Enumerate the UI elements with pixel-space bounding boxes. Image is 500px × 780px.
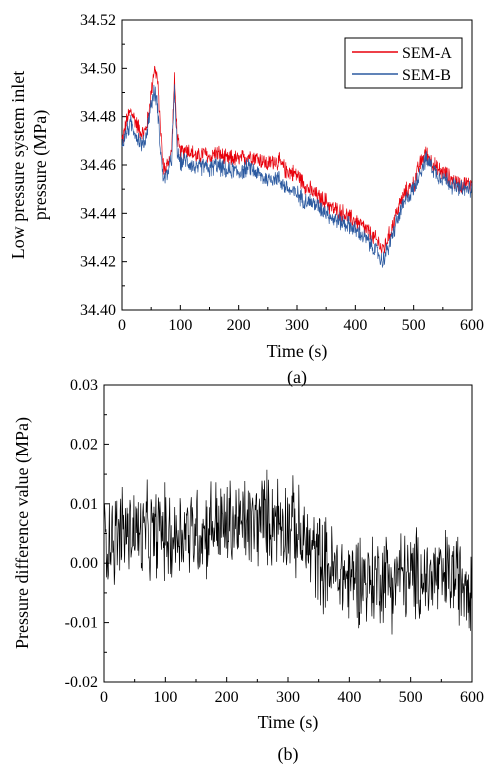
- chart-a: 34.40 34.42 34.44 34.46 34.48 34.50 34.52 0 100…: [8, 12, 484, 388]
- chart-a-x-tick-label: 500: [402, 317, 426, 334]
- chart-a-y-tick-label: 34.48: [80, 109, 116, 126]
- chart-a-x-tick-label: 300: [285, 317, 309, 334]
- chart-a-y-tick-label: 34.52: [80, 12, 116, 29]
- legend-label-sem-a: SEM-A: [402, 45, 452, 62]
- chart-b-y-tick-label: 0.02: [70, 436, 98, 453]
- chart-a-y-tick-label: 34.42: [80, 254, 116, 271]
- series-line-sem-a: [121, 65, 473, 254]
- chart-b-x-tick-label: 500: [399, 689, 423, 706]
- chart-a-y-axis-title-line2: pressure (MPa): [30, 110, 51, 220]
- chart-b-x-tick-label: 400: [337, 689, 361, 706]
- chart-b-x-tick-label: 0: [100, 689, 108, 706]
- chart-b-y-tick-label: -0.01: [65, 615, 98, 632]
- chart-b-x-tick-label: 100: [153, 689, 177, 706]
- chart-a-x-axis-title: Time (s): [267, 341, 328, 362]
- legend-label-sem-b: SEM-B: [402, 67, 451, 84]
- chart-b-x-tick-label: 200: [215, 689, 239, 706]
- chart-a-caption: (a): [287, 367, 307, 388]
- chart-a-y-tick-label: 34.44: [80, 205, 116, 222]
- chart-b-x-tick-label: 300: [276, 689, 300, 706]
- chart-a-legend: SEM-A SEM-B: [344, 37, 463, 89]
- chart-b-x-tick-label: 600: [460, 689, 484, 706]
- chart-a-y-ticks: 34.40 34.42 34.44 34.46 34.48 34.50 34.52: [80, 12, 127, 319]
- chart-a-x-tick-label: 100: [168, 317, 192, 334]
- chart-b-y-ticks: -0.02 -0.01 0.00 0.01 0.02 0.03: [65, 377, 109, 691]
- chart-b-y-tick-label: 0.03: [70, 377, 98, 394]
- chart-a-x-tick-label: 600: [460, 317, 484, 334]
- chart-a-series-group: [121, 65, 473, 268]
- chart-b-y-tick-label: 0.00: [70, 555, 98, 572]
- chart-b-x-axis-title: Time (s): [258, 712, 319, 733]
- chart-a-x-tick-label: 400: [343, 317, 367, 334]
- chart-b-y-tick-label: 0.01: [70, 496, 98, 513]
- chart-b-y-axis-title: Pressure difference value (MPa): [12, 417, 33, 649]
- chart-b-caption: (b): [278, 744, 299, 765]
- chart-b-y-tick-label: -0.02: [65, 674, 98, 691]
- chart-b-x-ticks: 0 100 200 300 400 500 600: [100, 677, 484, 706]
- chart-a-x-tick-label: 0: [118, 317, 126, 334]
- chart-a-x-tick-label: 200: [227, 317, 251, 334]
- chart-a-y-tick-label: 34.46: [80, 157, 116, 174]
- chart-a-y-tick-label: 34.50: [80, 60, 116, 77]
- series-line-sem-b: [121, 84, 473, 268]
- chart-a-y-tick-label: 34.40: [80, 302, 116, 319]
- chart-b-series-group: [103, 469, 472, 635]
- chart-a-y-axis-title-line1: Low pressure system inlet: [8, 71, 28, 259]
- chart-b: -0.02 -0.01 0.00 0.01 0.02 0.03 0 100 200 300 400…: [12, 377, 484, 765]
- chart-a-x-ticks: 0 100 200 300 400 500 600: [118, 305, 484, 334]
- series-line-pressure-difference: [103, 469, 472, 635]
- chart-a-legend-box: [344, 37, 463, 89]
